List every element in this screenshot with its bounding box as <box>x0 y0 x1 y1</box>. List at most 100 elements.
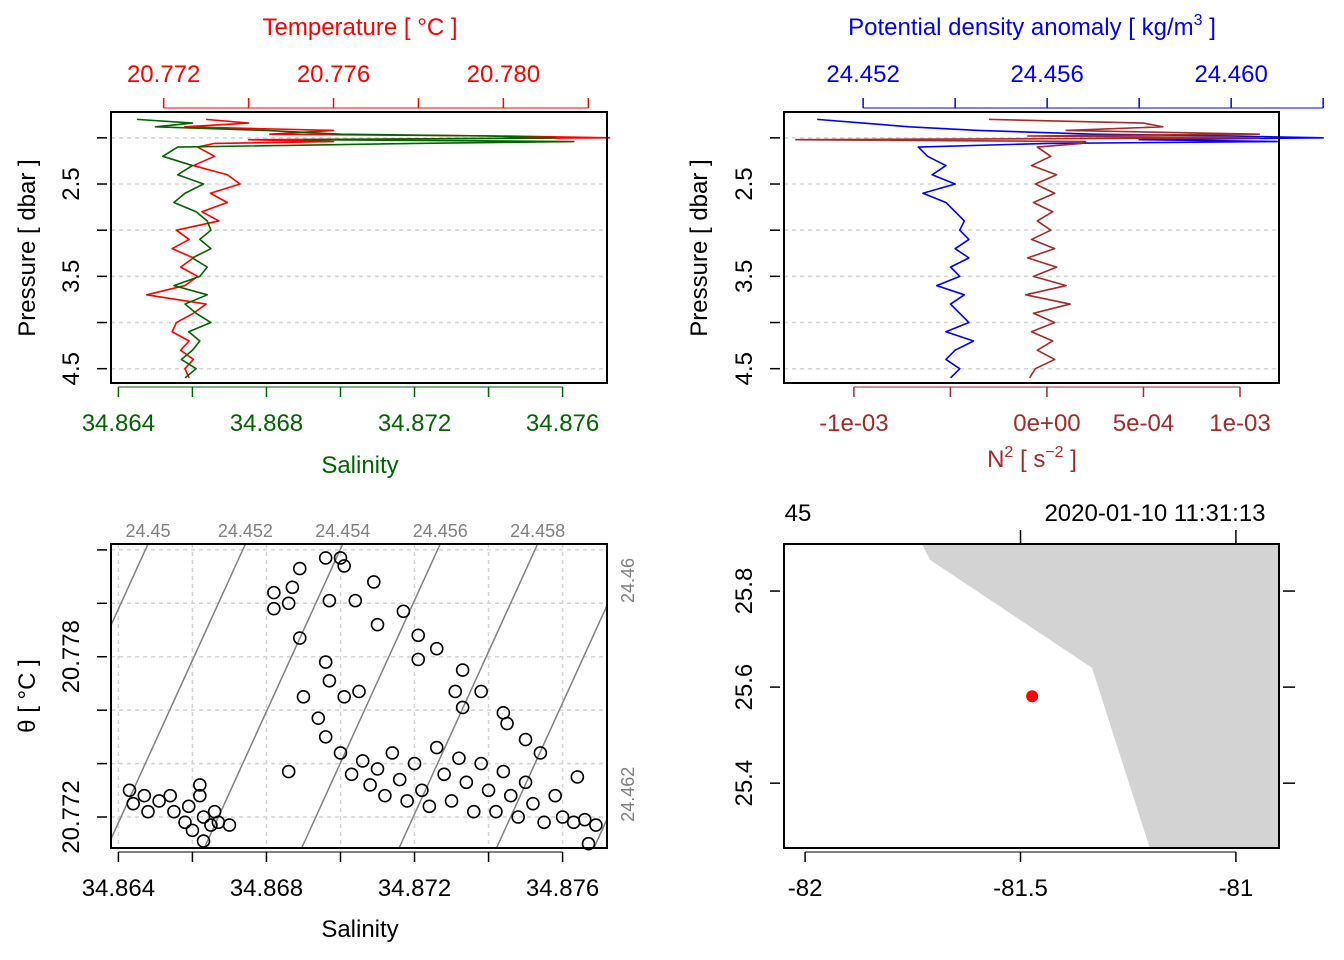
n2-axis-tick-label: -1e-03 <box>819 410 888 437</box>
map-frame <box>783 543 1280 849</box>
n2-profile-line <box>795 118 1261 379</box>
salinity-axis-tick-label: 34.864 <box>82 410 155 437</box>
ts-data-point <box>466 804 481 819</box>
pressure-axis-tick-label: 3.5 <box>58 260 85 293</box>
ts-data-point <box>193 778 207 792</box>
temperature-axis-title: Temperature [ °C ] <box>263 14 458 41</box>
ts-data-point <box>141 804 155 819</box>
ts-data-point <box>337 559 351 573</box>
n2-axis-title: N2 [ s−2 ] <box>987 444 1077 473</box>
ts-theta-axis-tick-label: 20.778 <box>58 620 85 693</box>
ts-data-point <box>296 690 311 704</box>
density-axis-title: Potential density anomaly [ kg/m3 ] <box>848 12 1216 41</box>
ts-data-point <box>355 754 370 768</box>
salinity-profile-line <box>136 118 575 379</box>
pressure-axis-tick-label: 2.5 <box>731 167 758 200</box>
isopycnal-label: 24.456 <box>413 521 468 541</box>
n2-axis-tick-label: 0e+00 <box>1013 410 1080 437</box>
ts-data-point <box>292 631 307 645</box>
ts-data-point <box>511 810 525 824</box>
ts-data-point <box>555 810 570 824</box>
ts-data-point <box>292 561 307 576</box>
ts-data-point <box>318 655 333 669</box>
pressure-axis-tick-label: 4.5 <box>58 352 85 385</box>
ts-data-point <box>370 762 385 776</box>
ts-data-point <box>222 818 237 832</box>
ts-data-point <box>444 794 459 808</box>
ts-data-point <box>407 756 422 771</box>
ts-data-point <box>322 673 337 688</box>
ts-data-point <box>548 788 562 803</box>
ts-data-point <box>474 756 488 771</box>
ts-data-point <box>459 775 474 790</box>
density-title-sup: 3 <box>1194 12 1203 29</box>
isopycnal-line <box>111 544 149 627</box>
ts-data-point <box>333 551 348 565</box>
n2-axis-tick-label: 5e-04 <box>1113 410 1174 437</box>
ts-data-point <box>333 746 348 760</box>
latitude-axis-tick-label: 25.8 <box>731 568 758 615</box>
ts-yaxis-title: θ [ °C ] <box>14 659 41 733</box>
ts-data-point <box>570 770 585 784</box>
isopycnal-label: 24.462 <box>618 767 638 822</box>
density-axis-tick-label: 24.456 <box>1010 61 1083 88</box>
isopycnal-label: 24.452 <box>218 521 273 541</box>
ts-data-point <box>167 804 181 819</box>
ts-data-point <box>437 767 451 782</box>
pressure-axis-title-2: Pressure [ dbar ] <box>686 159 713 336</box>
n2-axis-tick-label: 1e-03 <box>1209 410 1270 437</box>
ts-data-point <box>281 596 296 611</box>
ts-data-point <box>500 716 514 731</box>
longitude-axis-tick-label: -81 <box>1219 875 1254 902</box>
ts-data-point <box>455 700 470 715</box>
density-title-end: ] <box>1203 14 1216 41</box>
temperature-profile-line <box>145 118 611 379</box>
ts-data-point <box>474 684 488 699</box>
pressure-axis-title-1: Pressure [ dbar ] <box>14 159 41 336</box>
profile-density-plot-frame <box>783 111 1280 384</box>
ts-data-point <box>196 810 211 824</box>
isopycnal-label: 24.46 <box>618 558 638 603</box>
n2-title-mid: [ s <box>1013 446 1045 473</box>
latitude-axis-tick-label: 25.6 <box>731 664 758 711</box>
ts-data-point <box>396 604 411 619</box>
ts-data-point <box>378 788 392 803</box>
ts-data-point <box>352 684 366 699</box>
isopycnal-line <box>593 817 607 848</box>
ts-xaxis-title: Salinity <box>321 916 398 943</box>
ts-data-point <box>204 818 218 832</box>
density-axis-tick-label: 24.452 <box>826 61 899 88</box>
temperature-axis-tick-label: 20.780 <box>467 61 540 88</box>
ts-data-point <box>367 575 381 589</box>
profile-ts-plot-frame <box>110 111 608 384</box>
longitude-axis-tick-label: -82 <box>788 875 823 902</box>
pressure-axis-tick-label: 3.5 <box>731 260 758 293</box>
ts-data-point <box>400 794 414 808</box>
ts-data-point <box>267 585 281 600</box>
ts-data-point <box>207 804 222 819</box>
ts-data-point <box>348 593 363 608</box>
ts-data-point <box>285 580 300 595</box>
ts-salinity-axis-tick-label: 34.876 <box>526 875 599 902</box>
ts-data-point <box>533 746 548 760</box>
isopycnal-line <box>111 544 247 841</box>
ts-data-point <box>581 836 596 851</box>
ts-data-point <box>322 593 337 608</box>
map-timestamp: 2020-01-10 11:31:13 <box>1044 500 1265 527</box>
ts-data-point <box>337 690 351 704</box>
ts-data-point <box>318 730 333 744</box>
ts-data-point <box>267 601 281 616</box>
ts-data-point <box>163 788 178 803</box>
ts-data-point <box>455 663 470 677</box>
n2-title-sup1: 2 <box>1004 444 1013 461</box>
isopycnal-label: 24.454 <box>315 521 370 541</box>
coastline-land <box>921 544 1279 848</box>
ts-salinity-axis-tick-label: 34.872 <box>378 875 451 902</box>
ts-data-point <box>311 711 326 725</box>
ts-data-point <box>281 764 296 779</box>
ts-theta-axis-tick-label: 20.772 <box>58 780 85 853</box>
n2-title-end: ] <box>1064 446 1077 473</box>
station-marker <box>1026 690 1039 703</box>
pressure-axis-tick-label: 4.5 <box>731 352 758 385</box>
